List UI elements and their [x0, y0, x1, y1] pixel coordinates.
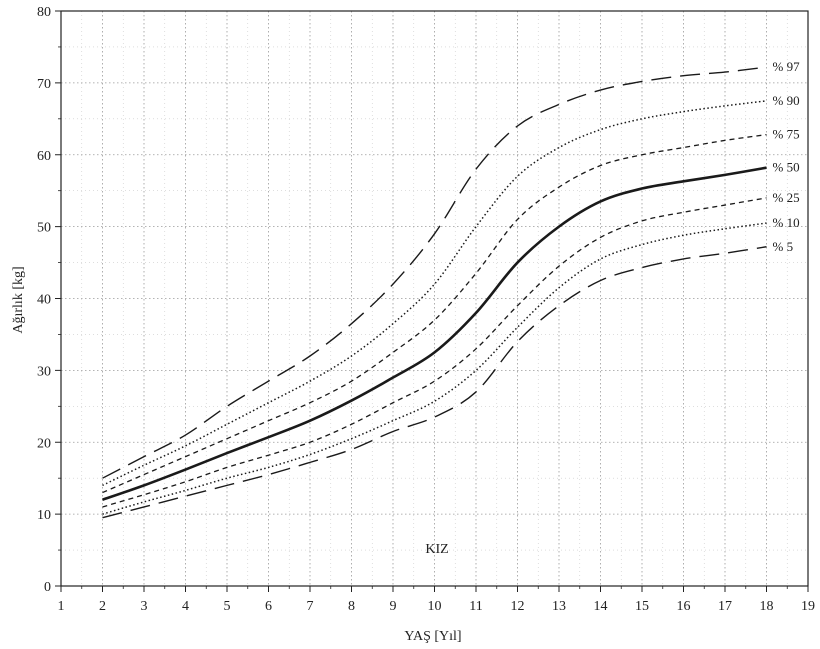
x-tick-label: 16 [677, 599, 691, 614]
x-tick-label: 10 [428, 599, 442, 614]
chart-annotation: KIZ [425, 542, 448, 557]
y-tick-label: 80 [37, 5, 51, 20]
series-line-p90 [102, 100, 767, 487]
x-tick-label: 2 [99, 599, 106, 614]
x-tick-label: 1 [58, 599, 65, 614]
x-tick-label: 8 [348, 599, 355, 614]
y-axis-title: Ağırlık [kg] [11, 266, 26, 333]
x-tick-label: 5 [224, 599, 231, 614]
series-line-p97 [102, 66, 767, 479]
x-tick-label: 4 [182, 599, 189, 614]
y-tick-label: 60 [37, 149, 51, 164]
x-tick-label: 19 [801, 599, 815, 614]
x-tick-label: 15 [635, 599, 649, 614]
series-label-p5: % 5 [773, 239, 794, 254]
series-label-p25: % 25 [773, 190, 800, 205]
y-tick-label: 50 [37, 221, 51, 236]
series-line-p25 [102, 197, 767, 508]
series-label-p10: % 10 [773, 215, 800, 230]
y-tick-label: 10 [37, 508, 51, 523]
series-lines [102, 66, 767, 519]
series-label-p90: % 90 [773, 93, 800, 108]
x-axis-title: YAŞ [Yıl] [404, 629, 461, 644]
series-label-p75: % 75 [773, 127, 800, 142]
series-label-p50: % 50 [773, 160, 800, 175]
x-tick-label: 14 [594, 599, 608, 614]
y-tick-label: 70 [37, 77, 51, 92]
series-line-p75 [102, 133, 767, 494]
x-tick-label: 7 [307, 599, 314, 614]
x-tick-label: 11 [469, 599, 482, 614]
x-tick-label: 13 [552, 599, 566, 614]
series-line-p5 [102, 246, 767, 519]
y-tick-label: 0 [44, 580, 51, 595]
x-tick-label: 3 [141, 599, 148, 614]
y-tick-label: 20 [37, 436, 51, 451]
y-tick-label: 40 [37, 293, 51, 308]
axis-ticks: 1 2 3 4 5 6 7 8 9 10 11 12 13 14 15 16 17 18 1901020304050… [37, 5, 815, 614]
series-labels: % 97 % 90 % 75 % 50 % 25 % 10 % 5 [773, 59, 801, 254]
x-tick-label: 18 [760, 599, 774, 614]
y-tick-label: 30 [37, 364, 51, 379]
x-tick-label: 17 [718, 599, 732, 614]
series-line-p50 [102, 166, 767, 501]
series-label-p97: % 97 [773, 59, 801, 74]
x-tick-label: 12 [511, 599, 525, 614]
x-tick-label: 6 [265, 599, 272, 614]
series-line-p10 [102, 222, 767, 515]
x-tick-label: 9 [390, 599, 397, 614]
